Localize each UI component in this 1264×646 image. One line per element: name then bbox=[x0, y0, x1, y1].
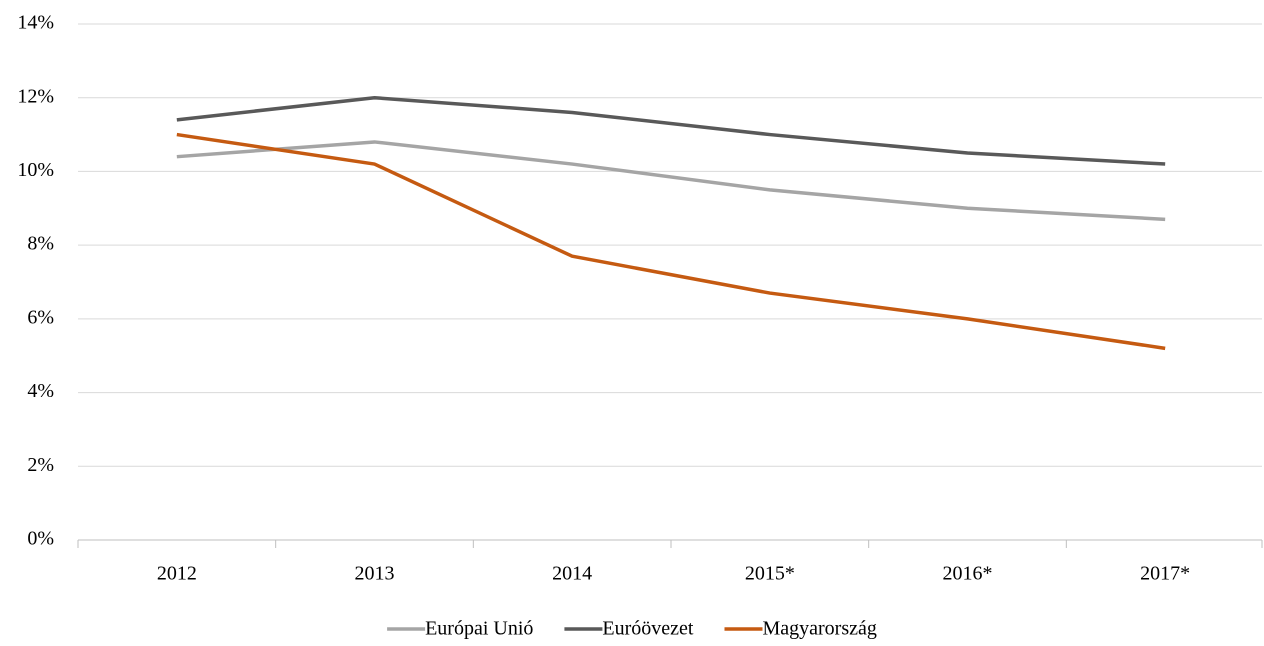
series-line bbox=[176, 132, 1166, 351]
y-tick-label: 6% bbox=[27, 306, 54, 328]
y-tick-label: 0% bbox=[27, 528, 54, 550]
series-line bbox=[176, 95, 1166, 166]
x-tick-label: 2012 bbox=[157, 563, 197, 585]
y-tick-label: 10% bbox=[17, 159, 54, 181]
y-tick-label: 14% bbox=[17, 12, 54, 34]
x-tick-label: 2015* bbox=[745, 563, 795, 585]
legend-label: Magyarország bbox=[762, 618, 876, 640]
y-tick-label: 12% bbox=[17, 85, 54, 107]
series-line bbox=[176, 140, 1166, 222]
y-tick-label: 8% bbox=[27, 233, 54, 255]
y-tick-label: 2% bbox=[27, 454, 54, 476]
legend-label: Európai Unió bbox=[425, 618, 533, 640]
x-tick-label: 2014 bbox=[552, 563, 592, 585]
x-tick-label: 2017* bbox=[1140, 563, 1190, 585]
x-tick-label: 2016* bbox=[943, 563, 993, 585]
legend-label: Euróövezet bbox=[602, 618, 694, 640]
y-tick-label: 4% bbox=[27, 380, 54, 402]
x-tick-label: 2013 bbox=[355, 563, 395, 585]
